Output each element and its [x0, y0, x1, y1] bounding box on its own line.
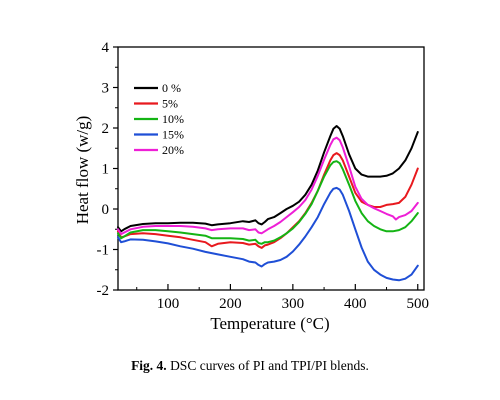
y-tick-label: 0 [102, 202, 110, 218]
caption-text: DSC curves of PI and TPI/PI blends. [170, 358, 369, 373]
legend-label: 15% [162, 128, 184, 142]
x-tick-label: 500 [407, 296, 430, 312]
axes: 100 200 300 400 500 -2 -1 0 1 2 3 4 [97, 40, 430, 312]
x-tick-label: 100 [157, 296, 180, 312]
y-axis-label: Heat flow (w/g) [73, 116, 92, 225]
series-line-0-percent [117, 125, 419, 233]
legend-label: 0 % [162, 81, 181, 95]
legend-label: 20% [162, 143, 184, 157]
y-tick-label: 2 [102, 121, 110, 137]
x-tick-label: 300 [282, 296, 305, 312]
series-line-10-percent [117, 160, 419, 245]
caption-label: Fig. 4. [131, 358, 167, 373]
y-tick-label: -2 [97, 283, 110, 299]
y-tick-label: 1 [102, 162, 110, 178]
y-tick-label: 3 [102, 81, 110, 97]
legend: 0 % 5%10% 15%20% [134, 81, 184, 157]
legend-label: 10% [162, 112, 184, 126]
x-tick-label: 200 [219, 296, 242, 312]
y-tick-label: -1 [97, 243, 110, 259]
x-tick-label: 400 [344, 296, 367, 312]
figure-caption: Fig. 4. DSC curves of PI and TPI/PI blen… [0, 358, 500, 374]
series-line-20-percent [117, 136, 419, 236]
y-tick-label: 4 [102, 40, 110, 56]
series-layer [117, 125, 419, 282]
series-line-15-percent [117, 186, 419, 282]
series-line-5-percent [117, 152, 419, 249]
legend-label: 5% [162, 97, 178, 111]
x-axis-label: Temperature (°C) [210, 314, 329, 333]
